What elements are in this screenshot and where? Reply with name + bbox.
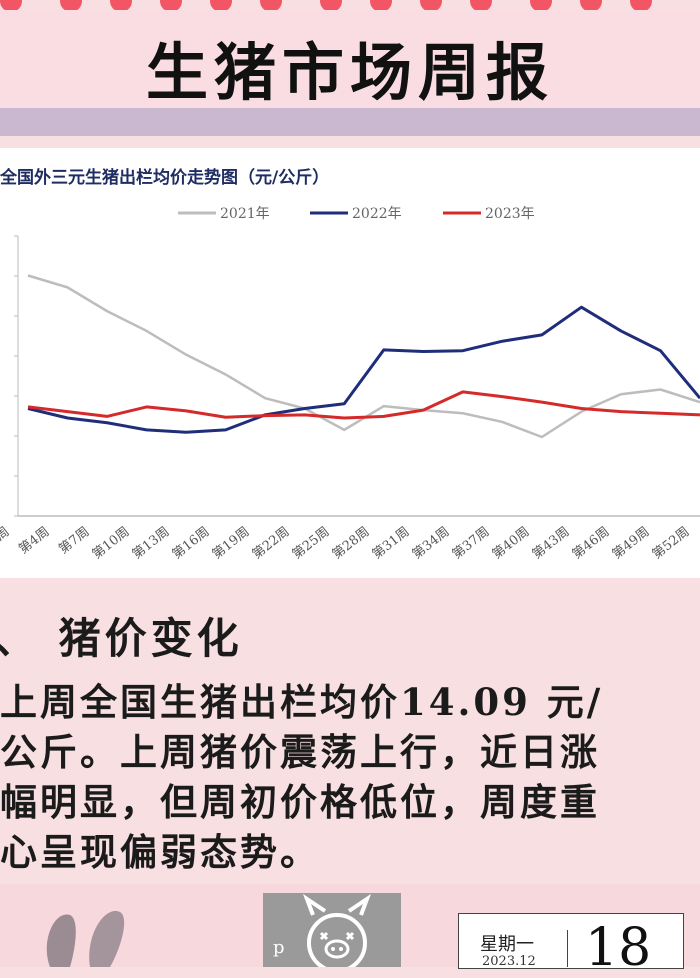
- paragraph-line-3: 幅明显，但周初价格低位，周度重: [0, 780, 600, 824]
- pig-logo-box: p: [263, 893, 401, 973]
- top-dots-decoration: [0, 0, 700, 14]
- x-tick-label: 第49周: [610, 524, 653, 562]
- x-tick-label: 第16周: [170, 524, 213, 562]
- date-divider: [567, 930, 568, 967]
- x-tick-label: 第7周: [56, 524, 92, 557]
- x-tick-label: 第34周: [410, 524, 453, 562]
- x-tick-label: 第37周: [450, 524, 493, 562]
- x-tick-label: 第43周: [530, 524, 573, 562]
- series-line-2022年: [27, 305, 700, 434]
- date-box: [458, 913, 684, 969]
- x-tick-label: 第46周: [570, 524, 613, 562]
- section-heading: 、 猪价变化: [0, 614, 243, 663]
- x-tick-label: 第40周: [490, 524, 533, 562]
- date-label: 2023.12: [482, 954, 536, 969]
- price-line-chart: 2021年 2022年 2023年 第1周 第4周 第7周第10周第13周第16周第19…: [0, 206, 700, 562]
- paragraph-line-2: 公斤。上周猪价震荡上行，近日涨: [0, 730, 600, 774]
- pig-icon: p: [273, 893, 372, 973]
- x-tick-label: 第31周: [370, 524, 413, 562]
- x-tick-label: 第1周: [0, 524, 12, 557]
- legend-label: 2021年: [220, 206, 270, 222]
- page-title: 生猪市场周报: [145, 36, 554, 109]
- weekday-label: 星期一: [480, 934, 534, 955]
- paragraph-line-4: 心呈现偏弱态势。: [0, 830, 320, 874]
- x-tick-label: 第10周: [90, 524, 133, 562]
- series-line-2021年: [27, 274, 700, 439]
- header-band: [0, 108, 700, 136]
- legend-label: 2023年: [485, 206, 535, 222]
- series-line-2023年: [27, 390, 700, 420]
- chart-card: [0, 148, 700, 578]
- x-tick-label: 第25周: [290, 524, 333, 562]
- legend-label: 2022年: [352, 206, 402, 222]
- x-tick-label: 第19周: [210, 524, 253, 562]
- x-tick-label: 第22周: [250, 524, 293, 562]
- x-tick-label: 第28周: [330, 524, 373, 562]
- x-tick-label: 第52周: [650, 524, 693, 562]
- chart-title: 全国外三元生猪出栏均价走势图（元/公斤）: [0, 168, 330, 188]
- day-number: 18: [585, 918, 652, 978]
- paragraph-line-1: 上周全国生猪出栏均价14.09 元/: [0, 680, 604, 724]
- x-tick-label: 第13周: [130, 524, 173, 562]
- svg-text:p: p: [273, 937, 285, 958]
- header: [0, 10, 700, 108]
- x-tick-label: 第4周: [16, 524, 52, 557]
- rabbit-ears-icon: [46, 910, 125, 967]
